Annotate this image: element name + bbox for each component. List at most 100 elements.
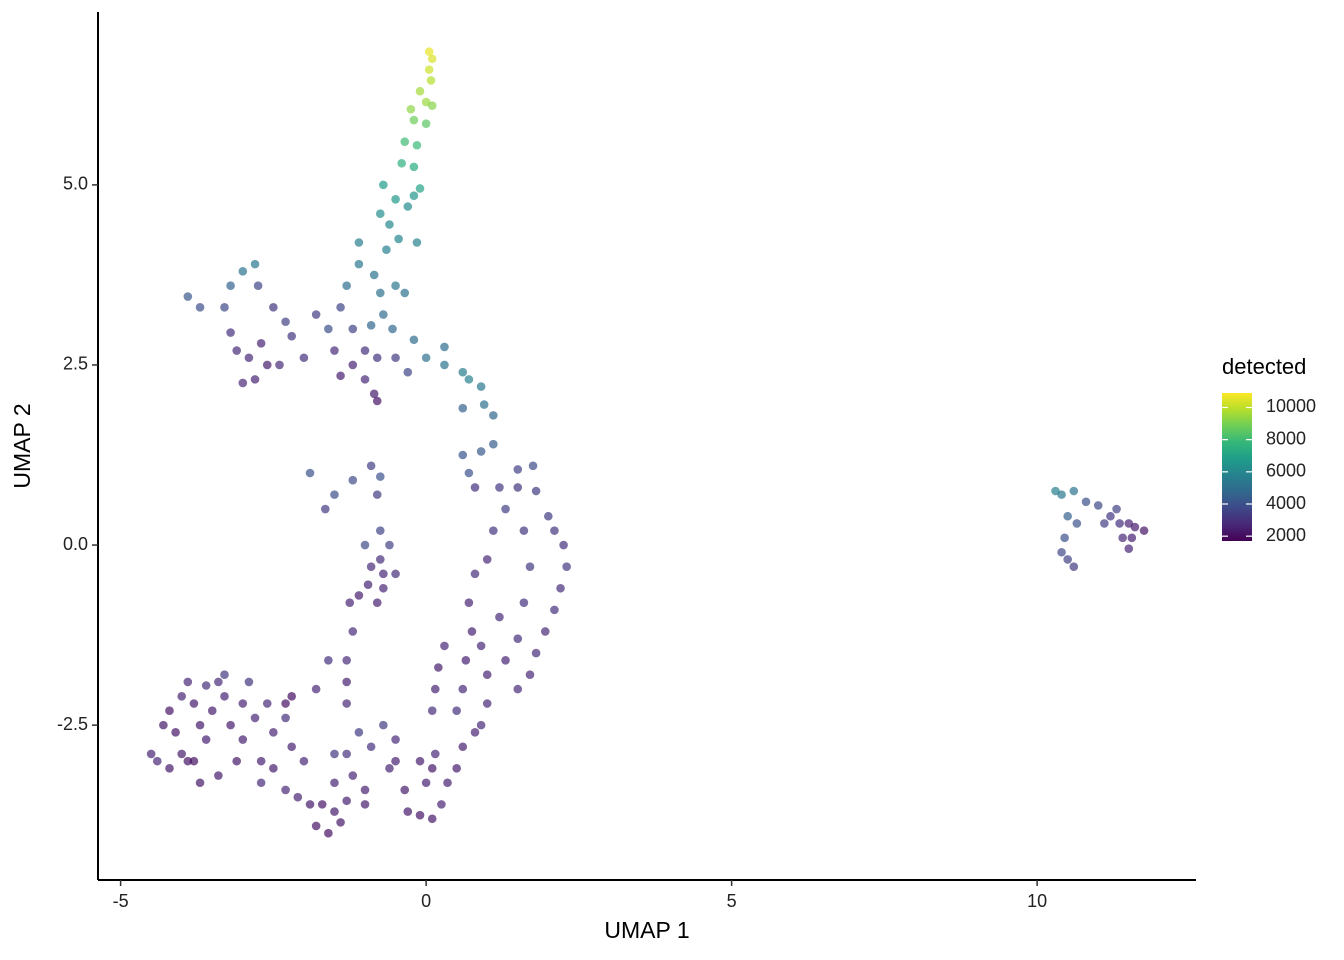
point — [269, 764, 278, 773]
point — [409, 115, 419, 125]
point — [348, 627, 358, 636]
y-axis-title: UMAP 2 — [9, 403, 35, 488]
point — [458, 367, 468, 377]
point — [250, 259, 260, 269]
point — [372, 396, 382, 406]
point — [330, 346, 339, 355]
point — [391, 281, 400, 291]
point — [256, 756, 266, 766]
point — [513, 634, 523, 643]
point — [501, 504, 510, 514]
point — [360, 785, 370, 795]
point — [470, 728, 480, 737]
point — [201, 681, 211, 690]
point — [482, 555, 492, 564]
point — [403, 367, 413, 377]
point — [220, 670, 229, 680]
point — [388, 324, 397, 334]
point — [562, 562, 571, 571]
point — [1057, 490, 1066, 499]
point — [366, 321, 376, 330]
point — [379, 720, 388, 730]
colorbar-title: detected — [1222, 354, 1306, 379]
point — [379, 310, 388, 319]
point — [366, 461, 376, 471]
point — [427, 764, 437, 773]
point — [397, 158, 406, 168]
point — [409, 335, 419, 345]
point — [489, 411, 498, 420]
point — [363, 580, 373, 589]
y-tick-label: 5.0 — [63, 174, 88, 194]
point — [324, 828, 333, 838]
point — [281, 699, 290, 708]
point — [299, 353, 309, 363]
point — [382, 245, 391, 255]
point — [400, 785, 410, 795]
point — [287, 692, 296, 701]
colorbar-tick-label: 8000 — [1266, 428, 1306, 448]
point — [360, 800, 370, 809]
point — [275, 360, 284, 370]
colorbar-tick-label: 10000 — [1266, 396, 1316, 416]
point — [550, 605, 559, 615]
point — [330, 749, 339, 759]
point — [336, 818, 345, 827]
point — [519, 598, 529, 607]
point — [375, 526, 385, 535]
x-tick-label: 0 — [421, 891, 431, 911]
point — [1057, 547, 1066, 557]
point — [372, 353, 382, 363]
point — [253, 281, 263, 291]
point — [1069, 562, 1079, 571]
point — [345, 598, 355, 607]
colorbar-tick-label: 4000 — [1266, 493, 1306, 513]
point — [424, 65, 434, 74]
point — [501, 655, 510, 665]
point — [424, 47, 434, 56]
point — [201, 735, 211, 744]
point — [317, 800, 327, 809]
point — [391, 569, 400, 579]
point — [287, 742, 296, 752]
point — [165, 764, 174, 773]
point — [372, 490, 382, 499]
point — [519, 526, 529, 535]
point — [159, 720, 168, 730]
point — [544, 511, 553, 521]
colorbar — [1222, 393, 1252, 541]
point — [385, 764, 394, 773]
point — [311, 821, 321, 831]
point — [427, 101, 437, 110]
point — [183, 756, 193, 766]
point — [342, 677, 351, 687]
point — [415, 756, 425, 766]
point — [165, 706, 174, 716]
point — [336, 303, 345, 312]
point — [152, 756, 162, 766]
point — [348, 771, 358, 780]
point — [440, 641, 449, 651]
point — [415, 86, 425, 96]
point — [324, 655, 333, 665]
point — [324, 324, 333, 334]
point — [146, 749, 156, 759]
point — [1139, 526, 1149, 535]
point — [476, 720, 486, 730]
point — [366, 562, 376, 571]
point — [354, 728, 364, 737]
point — [426, 76, 436, 85]
point — [379, 180, 388, 190]
point — [238, 267, 248, 276]
point — [391, 353, 400, 363]
point — [1106, 511, 1115, 521]
point — [256, 778, 266, 788]
point — [360, 346, 370, 355]
point — [238, 699, 248, 708]
point — [189, 699, 199, 708]
point — [305, 468, 315, 478]
point — [232, 756, 242, 766]
point — [1072, 519, 1082, 528]
point — [452, 764, 461, 773]
